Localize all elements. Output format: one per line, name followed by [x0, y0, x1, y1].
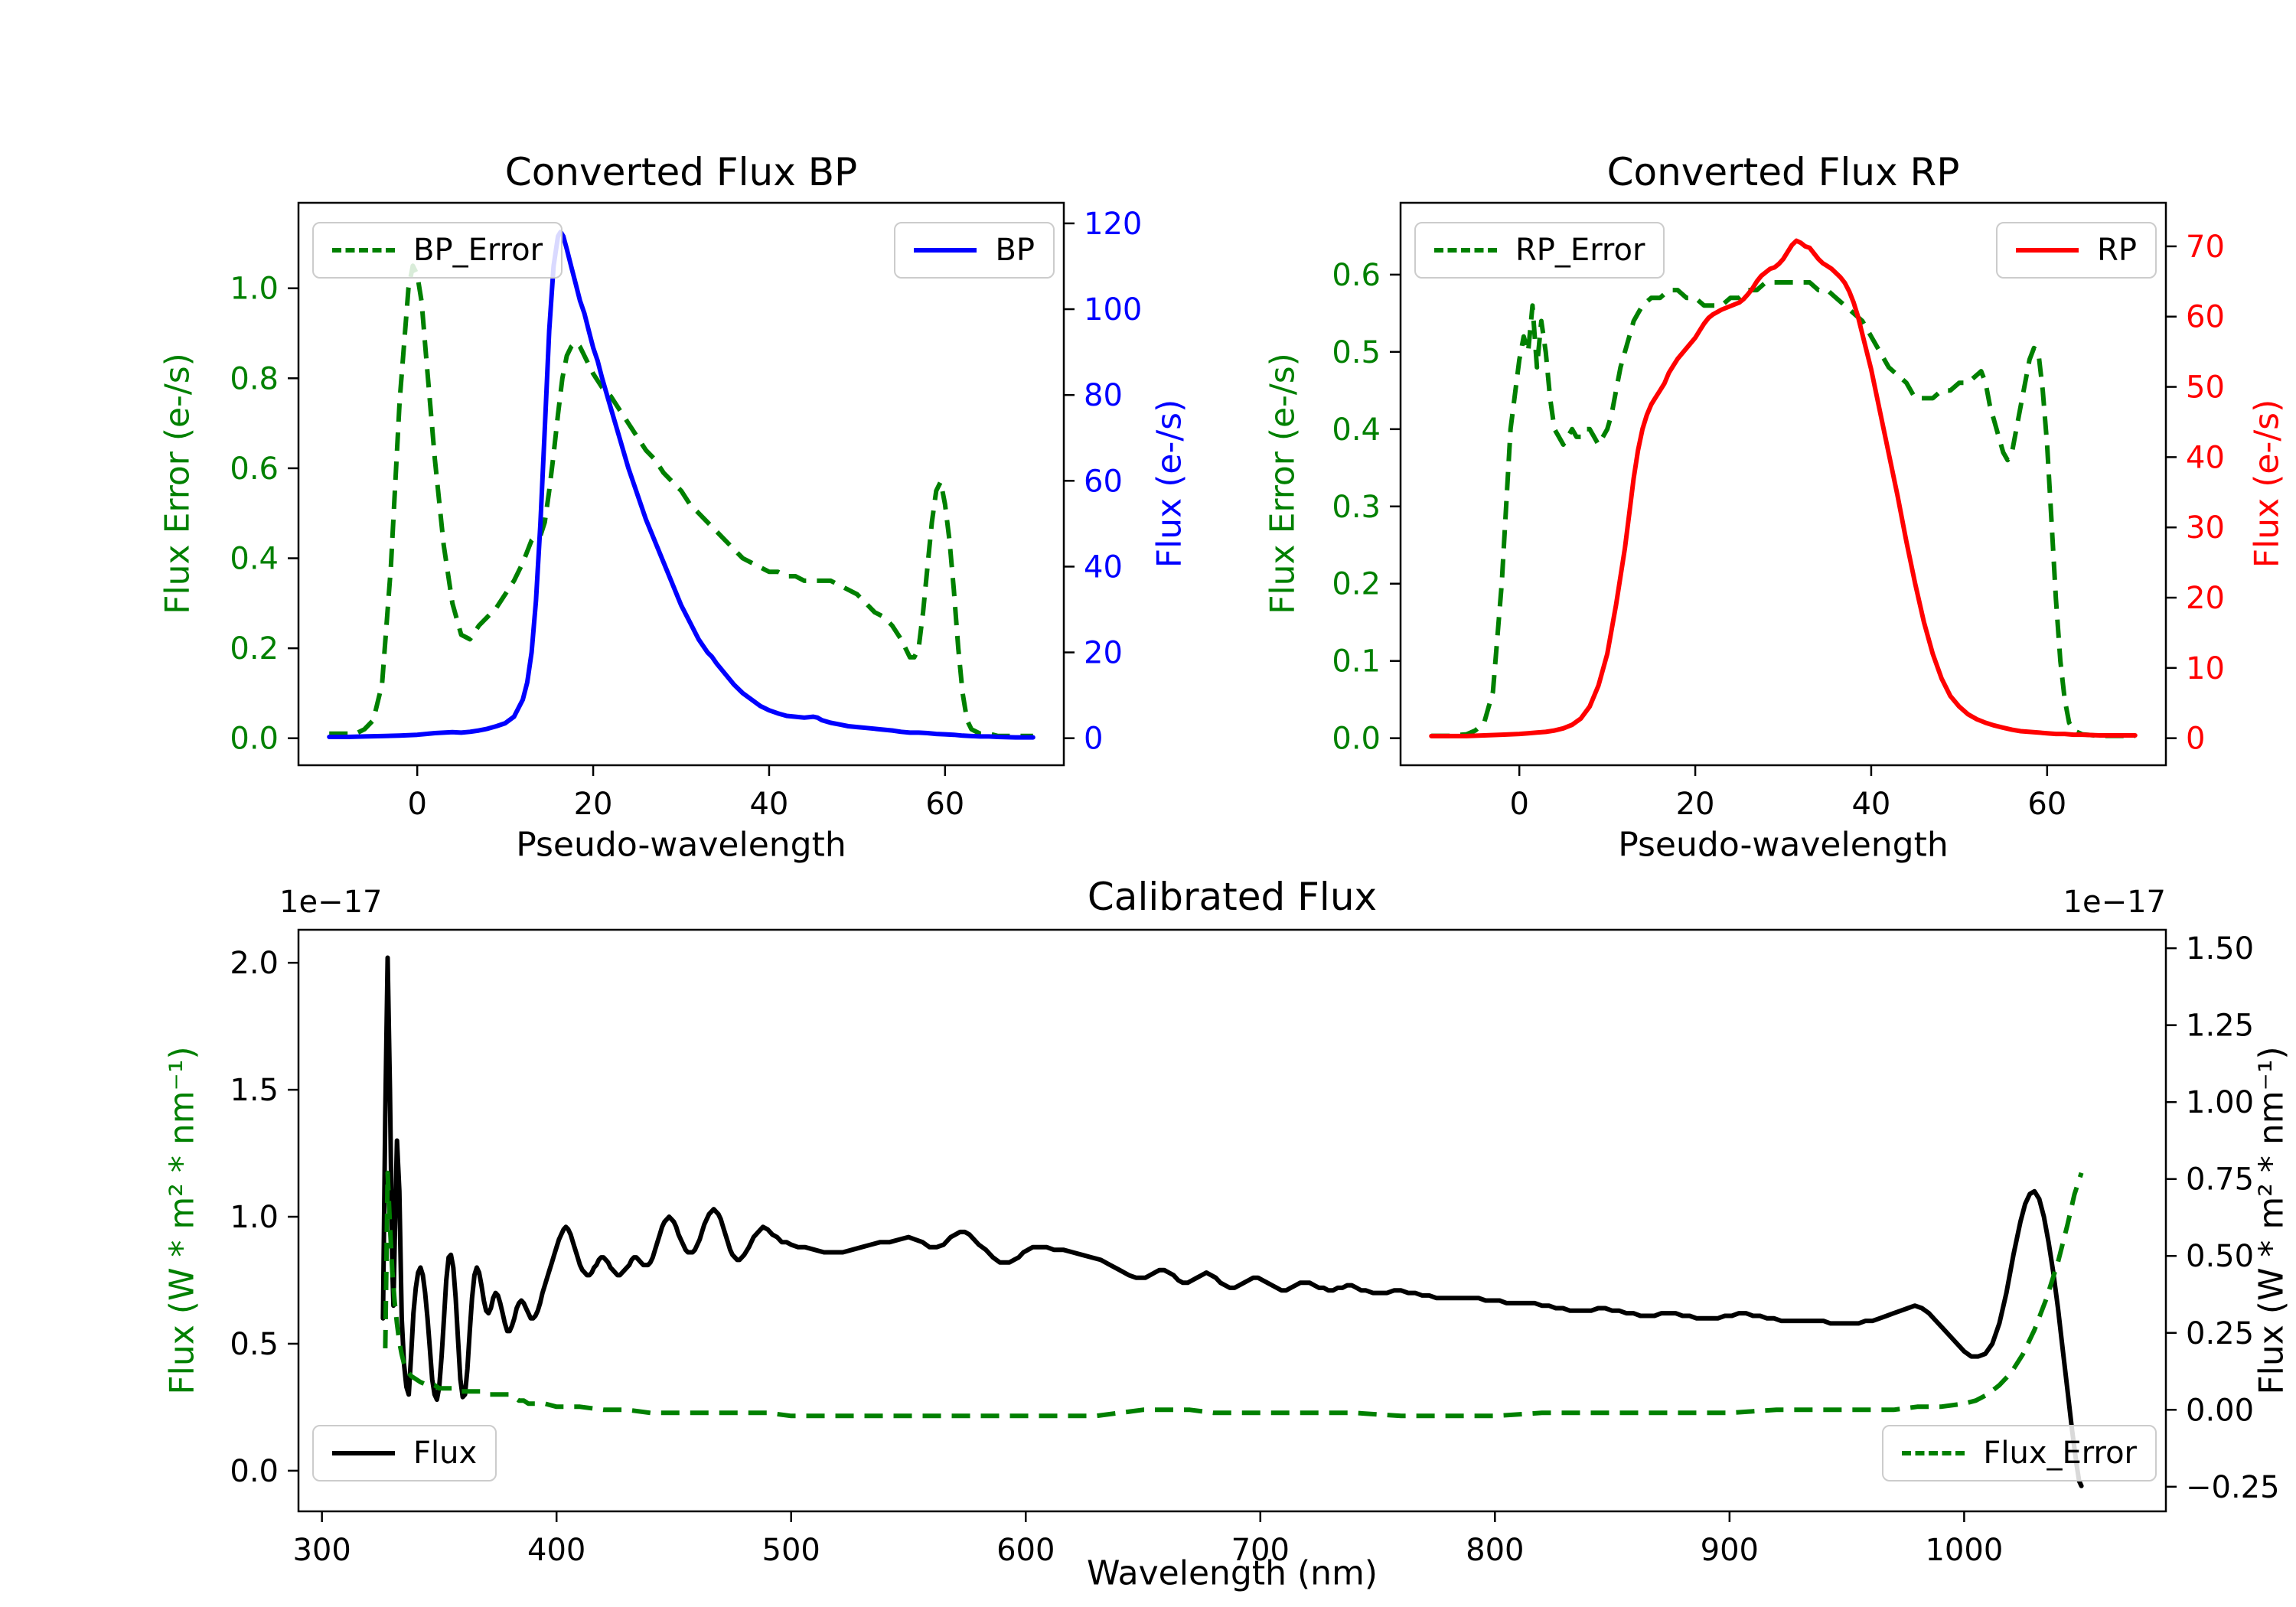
- svg-text:60: 60: [1084, 464, 1123, 499]
- svg-text:1.25: 1.25: [2186, 1009, 2254, 1044]
- rp-error-legend: RP_Error: [1414, 222, 1665, 279]
- svg-text:0.3: 0.3: [1332, 490, 1381, 525]
- svg-text:0.6: 0.6: [1332, 258, 1381, 293]
- solid-red-line-sample: [2016, 248, 2079, 253]
- rp-left-yaxis-label: Flux Error (e-/s): [1263, 353, 1303, 614]
- rp-xaxis-label: Pseudo-wavelength: [1618, 825, 1949, 865]
- svg-text:0.4: 0.4: [230, 542, 279, 577]
- flux-legend: Flux: [312, 1425, 497, 1482]
- rp-legend: RP: [1996, 222, 2157, 279]
- dashed-green-line-sample: [1902, 1451, 1965, 1455]
- svg-text:900: 900: [1701, 1533, 1759, 1568]
- svg-text:40: 40: [2186, 440, 2225, 475]
- svg-text:300: 300: [292, 1533, 351, 1568]
- svg-text:1.50: 1.50: [2186, 931, 2254, 966]
- svg-text:70: 70: [2186, 230, 2225, 265]
- svg-text:1.0: 1.0: [230, 272, 279, 307]
- bp-legend-label: BP: [995, 233, 1035, 268]
- svg-text:80: 80: [1084, 378, 1123, 413]
- svg-text:20: 20: [1676, 787, 1715, 822]
- svg-text:40: 40: [1084, 549, 1123, 585]
- svg-text:0.4: 0.4: [1332, 412, 1381, 448]
- svg-text:0.50: 0.50: [2186, 1239, 2254, 1274]
- svg-text:10: 10: [2186, 651, 2225, 686]
- svg-text:0: 0: [1509, 787, 1528, 822]
- flux-error-legend-label: Flux_Error: [1983, 1436, 2137, 1471]
- svg-text:1.00: 1.00: [2186, 1085, 2254, 1120]
- svg-text:40: 40: [749, 787, 788, 822]
- dashed-green-line-sample: [332, 248, 395, 253]
- bp-error-legend: BP_Error: [312, 222, 563, 279]
- svg-text:0: 0: [407, 787, 426, 822]
- svg-text:800: 800: [1466, 1533, 1524, 1568]
- svg-text:100: 100: [1084, 292, 1142, 328]
- bp-plot-title: Converted Flux BP: [504, 150, 858, 194]
- svg-text:500: 500: [762, 1533, 820, 1568]
- svg-text:0.5: 0.5: [230, 1327, 279, 1362]
- svg-text:0: 0: [1084, 722, 1103, 757]
- svg-text:0: 0: [2186, 722, 2205, 757]
- svg-text:0.75: 0.75: [2186, 1162, 2254, 1198]
- dashed-green-line-sample: [1434, 248, 1497, 253]
- left-axis-offset-text: 1e−17: [279, 885, 383, 920]
- bp-error-legend-label: BP_Error: [413, 233, 543, 268]
- svg-text:0.25: 0.25: [2186, 1316, 2254, 1351]
- svg-text:1000: 1000: [1925, 1533, 2003, 1568]
- svg-text:60: 60: [2186, 300, 2225, 335]
- svg-text:1.5: 1.5: [230, 1073, 279, 1108]
- calibrated-plot-title: Calibrated Flux: [1087, 875, 1378, 919]
- svg-text:0.0: 0.0: [230, 722, 279, 757]
- svg-text:60: 60: [2027, 787, 2066, 822]
- svg-text:20: 20: [2186, 581, 2225, 616]
- flux-error-legend: Flux_Error: [1882, 1425, 2157, 1482]
- svg-text:0.8: 0.8: [230, 361, 279, 396]
- svg-text:600: 600: [996, 1533, 1055, 1568]
- svg-text:400: 400: [527, 1533, 585, 1568]
- bp-legend: BP: [894, 222, 1055, 279]
- svg-text:0.6: 0.6: [230, 451, 279, 487]
- svg-text:2.0: 2.0: [230, 946, 279, 981]
- svg-text:20: 20: [1084, 636, 1123, 671]
- svg-text:0.2: 0.2: [1332, 567, 1381, 602]
- bp-right-yaxis-label: Flux (e-/s): [1150, 399, 1189, 569]
- svg-text:0.0: 0.0: [230, 1454, 279, 1489]
- bp-left-yaxis-label: Flux Error (e-/s): [158, 353, 197, 614]
- svg-text:0.0: 0.0: [1332, 722, 1381, 757]
- svg-text:20: 20: [574, 787, 613, 822]
- svg-text:0.1: 0.1: [1332, 644, 1381, 680]
- rp-error-legend-label: RP_Error: [1515, 233, 1645, 268]
- solid-blue-line-sample: [914, 248, 977, 253]
- svg-text:0.5: 0.5: [1332, 335, 1381, 370]
- calibrated-left-yaxis-label: Flux (W * m² * nm⁻¹): [162, 1046, 202, 1395]
- svg-text:30: 30: [2186, 510, 2225, 546]
- svg-text:0.00: 0.00: [2186, 1393, 2254, 1428]
- bp-xaxis-label: Pseudo-wavelength: [516, 825, 846, 865]
- rp-plot-title: Converted Flux RP: [1606, 150, 1960, 194]
- calibrated-right-yaxis-label: Flux (W * m² * nm⁻¹): [2252, 1046, 2291, 1395]
- svg-text:−0.25: −0.25: [2186, 1470, 2280, 1505]
- svg-text:120: 120: [1084, 207, 1142, 242]
- svg-text:50: 50: [2186, 370, 2225, 406]
- rp-legend-label: RP: [2097, 233, 2137, 268]
- flux-legend-label: Flux: [413, 1436, 478, 1471]
- rp-right-yaxis-label: Flux (e-/s): [2247, 399, 2287, 569]
- svg-text:700: 700: [1231, 1533, 1290, 1568]
- calibrated-xaxis-label: Wavelength (nm): [1086, 1553, 1378, 1593]
- svg-text:60: 60: [925, 787, 964, 822]
- solid-black-line-sample: [332, 1451, 395, 1455]
- svg-text:0.2: 0.2: [230, 631, 279, 667]
- svg-text:1.0: 1.0: [230, 1200, 279, 1235]
- svg-text:40: 40: [1851, 787, 1890, 822]
- right-axis-offset-text: 1e−17: [2063, 885, 2166, 920]
